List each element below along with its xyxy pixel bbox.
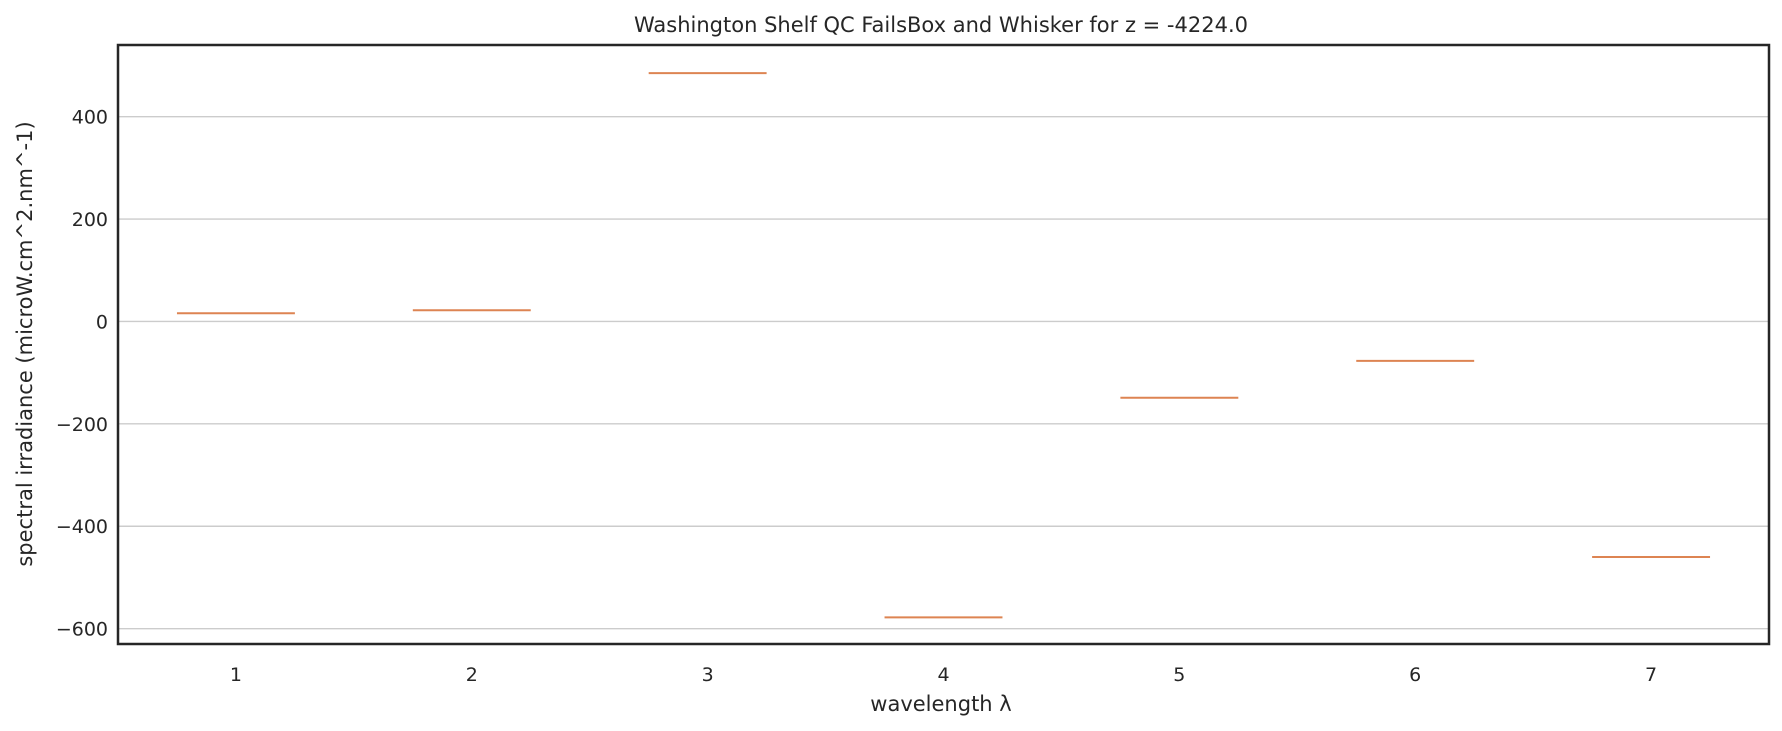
x-tick-label: 2 [466, 664, 478, 686]
x-tick-labels: 1 2 3 4 5 6 7 [230, 664, 1657, 686]
x-tick-label: 7 [1645, 664, 1657, 686]
x-tick-label: 4 [937, 664, 949, 686]
x-axis-label: wavelength λ [870, 692, 1011, 716]
y-tick-label: 200 [72, 209, 108, 231]
y-axis-label: spectral irradiance (microW.cm^2.nm^-1) [13, 121, 37, 566]
y-tick-label: −400 [56, 516, 108, 538]
x-tick-label: 1 [230, 664, 242, 686]
y-tick-label: 400 [72, 107, 108, 129]
plot-frame [116, 43, 1771, 646]
y-tick-label: −600 [56, 619, 108, 641]
y-tick-labels: 400 200 0 −200 −400 −600 [56, 107, 108, 641]
x-tick-label: 6 [1409, 664, 1421, 686]
x-tick-label: 3 [702, 664, 714, 686]
x-tick-label: 5 [1173, 664, 1185, 686]
chart-title: Washington Shelf QC FailsBox and Whisker… [634, 13, 1248, 37]
y-tick-label: 0 [96, 311, 108, 333]
data-marks [176, 72, 1711, 619]
gridlines [118, 115, 1769, 630]
y-tick-label: −200 [56, 414, 108, 436]
